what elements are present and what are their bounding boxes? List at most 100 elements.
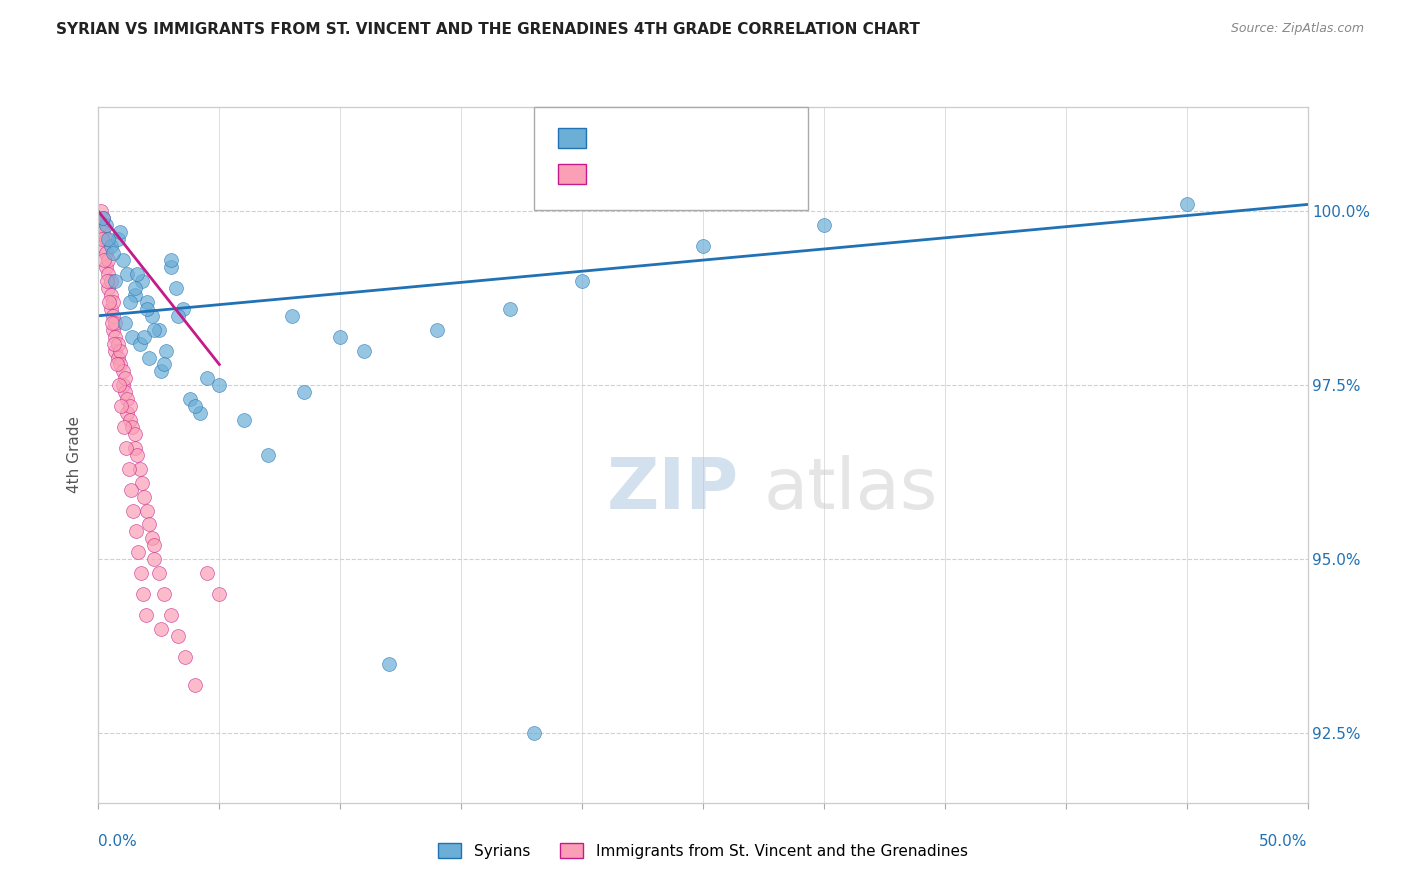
Point <box>118 462 141 476</box>
Point <box>184 399 207 413</box>
Point <box>256 448 278 462</box>
Point <box>103 336 125 351</box>
Point <box>208 587 231 601</box>
Point <box>150 364 173 378</box>
Point <box>100 288 122 302</box>
Point <box>160 260 183 274</box>
Point <box>114 385 136 400</box>
Point <box>100 316 122 330</box>
Point <box>104 329 127 343</box>
Text: 50.0%: 50.0% <box>1260 834 1308 849</box>
Point <box>329 329 352 343</box>
Point <box>128 462 150 476</box>
Point <box>122 503 145 517</box>
Point <box>117 392 139 407</box>
Point <box>188 406 211 420</box>
Point <box>101 294 124 309</box>
Point <box>124 281 146 295</box>
Point <box>108 378 131 392</box>
Point <box>91 239 114 253</box>
Point <box>138 351 160 365</box>
Point <box>150 622 173 636</box>
Point <box>114 316 136 330</box>
Point <box>232 413 254 427</box>
Point <box>124 427 146 442</box>
Point <box>98 294 121 309</box>
Point <box>523 726 546 740</box>
Point <box>125 524 148 539</box>
Point <box>152 358 174 372</box>
Point <box>104 316 127 330</box>
Point <box>131 475 153 490</box>
Text: atlas: atlas <box>763 455 938 524</box>
Point <box>143 323 166 337</box>
Point <box>134 329 156 343</box>
Point <box>127 267 149 281</box>
Point <box>96 274 118 288</box>
Point <box>692 239 714 253</box>
Point <box>115 441 138 455</box>
Point <box>97 281 120 295</box>
Point <box>167 309 190 323</box>
Point <box>138 517 160 532</box>
Point <box>292 385 315 400</box>
Point <box>94 260 117 274</box>
Point <box>160 253 183 268</box>
Point <box>426 323 449 337</box>
Point <box>132 587 155 601</box>
Point <box>174 649 197 664</box>
Point <box>118 413 141 427</box>
Point <box>195 566 218 581</box>
Text: R = 0.140   N = 52: R = 0.140 N = 52 <box>596 130 741 145</box>
Point <box>155 343 177 358</box>
Point <box>148 323 170 337</box>
Point <box>571 274 593 288</box>
Point <box>195 371 218 385</box>
Point <box>127 448 149 462</box>
Point <box>179 392 201 407</box>
Point <box>135 301 157 316</box>
Point <box>143 538 166 552</box>
Point <box>281 309 304 323</box>
Point <box>117 406 139 420</box>
Point <box>377 657 399 671</box>
Point <box>100 274 122 288</box>
Point <box>97 232 120 246</box>
Point <box>97 253 120 268</box>
Point <box>107 351 129 365</box>
Text: ZIP: ZIP <box>606 455 738 524</box>
Text: Source: ZipAtlas.com: Source: ZipAtlas.com <box>1230 22 1364 36</box>
Point <box>101 323 124 337</box>
Text: 0.0%: 0.0% <box>98 834 138 849</box>
Point <box>100 239 122 253</box>
Point <box>93 253 115 268</box>
Y-axis label: 4th Grade: 4th Grade <box>67 417 83 493</box>
Point <box>105 358 128 372</box>
Point <box>108 343 131 358</box>
Point <box>94 246 117 260</box>
Point <box>131 274 153 288</box>
Point <box>101 309 124 323</box>
Point <box>124 288 146 302</box>
Point <box>127 545 149 559</box>
Legend: Syrians, Immigrants from St. Vincent and the Grenadines: Syrians, Immigrants from St. Vincent and… <box>432 837 974 864</box>
Point <box>184 677 207 691</box>
Point <box>117 267 139 281</box>
Point <box>208 378 231 392</box>
Point <box>91 211 114 226</box>
Point <box>165 281 187 295</box>
Point <box>111 378 134 392</box>
Point <box>90 219 112 233</box>
Point <box>90 204 112 219</box>
Point <box>141 532 163 546</box>
Point <box>97 267 120 281</box>
Point <box>94 232 117 246</box>
Point <box>118 294 141 309</box>
Point <box>91 225 114 239</box>
Point <box>91 211 114 226</box>
Point <box>111 253 134 268</box>
Point <box>135 503 157 517</box>
Point <box>100 301 122 316</box>
Point <box>107 232 129 246</box>
Text: SYRIAN VS IMMIGRANTS FROM ST. VINCENT AND THE GRENADINES 4TH GRADE CORRELATION C: SYRIAN VS IMMIGRANTS FROM ST. VINCENT AN… <box>56 22 920 37</box>
